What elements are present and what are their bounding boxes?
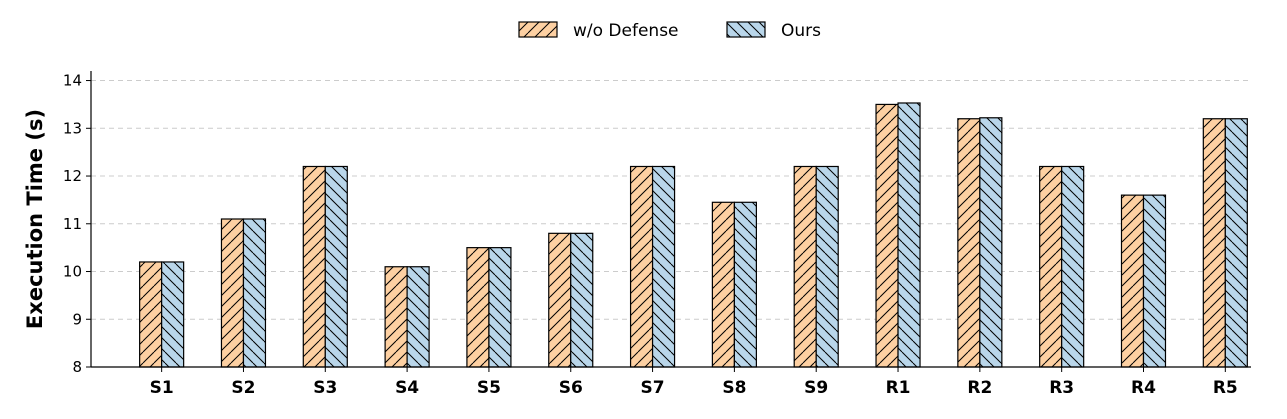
axes [90,71,1251,368]
bar-hatch [488,247,512,368]
bar-hatch [1120,194,1145,368]
bars [139,102,1248,368]
bar-hatch [406,266,430,368]
bar-hatch [1061,165,1085,368]
bar-S3-wo-defense [302,165,326,368]
x-category-label: R2 [967,378,992,398]
bar-S8-wo-defense [711,201,735,368]
bar-hatch [324,165,348,368]
bar-hatch [242,218,267,368]
bar-hatch [793,165,817,368]
bar-hatch [897,102,921,368]
y-tick-label: 9 [72,310,82,328]
y-axis-title: Execution Time (s) [23,109,47,329]
bar-hatch [979,117,1003,368]
bar-hatch [957,118,981,368]
x-category-label: S4 [395,378,419,398]
legend-item-ours: Ours [726,21,821,41]
x-category-label: S1 [150,378,174,398]
bar-S1-wo-defense [139,261,163,368]
y-tick-label: 11 [63,215,82,233]
bar-hatch [651,165,676,368]
bar-S2-wo-defense [220,218,245,368]
x-category-label: S6 [559,378,583,398]
x-category-label: S7 [641,378,665,398]
bar-S5-wo-defense [466,247,490,368]
x-category-label: S3 [313,378,337,398]
bar-hatch [1039,165,1063,368]
bar-R3-wo-defense [1039,165,1063,368]
legend-item-wo-defense: w/o Defense [518,21,679,41]
x-category-label: R5 [1213,378,1238,398]
bar-S9-wo-defense [793,165,817,368]
bar-S6-wo-defense [548,232,572,368]
bar-hatch [384,266,408,368]
bar-R5-wo-defense [1202,118,1226,368]
bar-hatch [1142,194,1167,368]
y-tick-label: 8 [72,358,82,376]
bar-R1-ours [897,102,921,368]
x-category-label: R1 [886,378,911,398]
bar-S7-wo-defense [629,165,654,368]
bar-hatch [139,261,163,368]
bar-hatch [733,201,757,368]
x-category-label: R3 [1049,378,1074,398]
legend-label: w/o Defense [573,21,679,41]
bar-hatch [1202,118,1226,368]
y-tick-label: 13 [63,119,82,137]
bar-S6-ours [570,232,594,368]
legend: w/o Defense Ours [518,21,821,41]
bar-S7-ours [651,165,676,368]
bar-hatch [161,261,185,368]
bar-hatch [220,218,245,368]
bar-hatch [875,103,899,368]
bar-hatch [815,165,839,368]
bar-S3-ours [324,165,348,368]
bar-S9-ours [815,165,839,368]
x-category-label: S8 [722,378,746,398]
bar-hatch [570,232,594,368]
bar-R4-wo-defense [1120,194,1145,368]
x-category-label: S9 [804,378,828,398]
x-category-label: S2 [231,378,255,398]
bar-hatch [711,201,735,368]
x-category-labels: S1 S2 S3 S4 S5 S6 S7 S8 S9 R1 R2 R3 R4 R5 [150,367,1238,398]
y-tick-label: 12 [63,167,82,185]
bar-R2-wo-defense [957,118,981,368]
y-tick-labels: 8 9 10 11 12 13 14 [63,72,91,376]
bar-R4-ours [1142,194,1167,368]
bar-hatch [302,165,326,368]
bar-R5-ours [1224,118,1248,368]
legend-swatch-hatch [518,21,558,38]
bar-R1-wo-defense [875,103,899,368]
bar-hatch [1224,118,1248,368]
bar-R3-ours [1061,165,1085,368]
y-tick-label: 14 [63,72,82,90]
bar-hatch [548,232,572,368]
x-category-label: S5 [477,378,501,398]
bar-S5-ours [488,247,512,368]
bar-S8-ours [733,201,757,368]
bar-hatch [629,165,654,368]
bar-R2-ours [979,117,1003,368]
bar-S1-ours [161,261,185,368]
legend-swatch-hatch [726,21,766,38]
bar-S2-ours [242,218,267,368]
bar-hatch [466,247,490,368]
bar-S4-ours [406,266,430,368]
x-category-label: R4 [1131,378,1156,398]
y-tick-label: 10 [63,263,82,281]
bar-S4-wo-defense [384,266,408,368]
legend-label: Ours [781,21,821,41]
